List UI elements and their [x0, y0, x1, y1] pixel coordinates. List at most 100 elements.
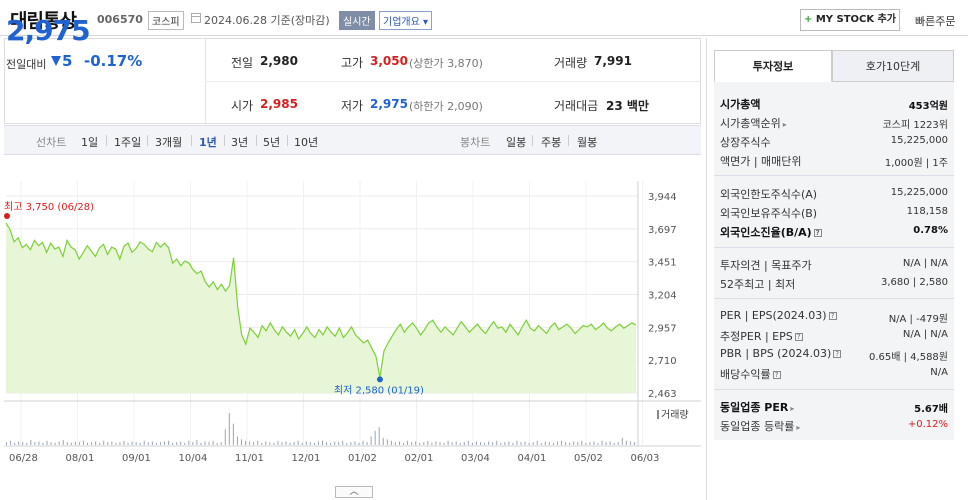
prev-close-value: 2,980 — [260, 54, 298, 68]
volume-bar — [326, 442, 328, 445]
volume-bar — [236, 436, 238, 445]
period-1d[interactable]: 1일 — [81, 136, 99, 149]
volume-bar — [516, 440, 518, 445]
dividend-value: N/A — [930, 367, 948, 378]
candle-weekly[interactable]: 주봉 — [541, 136, 562, 149]
volume-bar — [269, 442, 271, 445]
period-3m[interactable]: 3개월 — [155, 136, 183, 149]
separator — [147, 135, 148, 146]
volume-bar — [366, 442, 368, 445]
x-tick-label: 01/02 — [348, 453, 377, 464]
separator — [224, 135, 225, 146]
volume-bar — [176, 442, 178, 445]
volume-bar — [569, 442, 571, 445]
foreign-ratio-label: 외국인소진율(B/A)? — [720, 224, 822, 240]
my-stock-label: MY STOCK 추가 — [815, 14, 897, 25]
industry-rate-text: 동일업종 등락률 — [720, 420, 795, 433]
volume-bar — [488, 441, 490, 445]
x-tick-label: 08/01 — [66, 453, 95, 464]
volume-bar — [439, 442, 441, 445]
quick-order-link[interactable]: 빠른주문 — [915, 15, 956, 28]
est-per-text: 추정PER | EPS — [720, 330, 793, 343]
period-10y[interactable]: 10년 — [294, 136, 319, 149]
volume-bar — [240, 439, 242, 445]
volume-bar — [552, 442, 554, 445]
volume-bar — [224, 429, 226, 445]
company-overview-button[interactable]: 기업개요 ▾ — [379, 11, 433, 30]
volume-bar — [585, 442, 587, 445]
price-chart[interactable]: 3,944 3,697 3,451 3,204 2,957 2,710 2,463 06/28… — [4, 156, 701, 486]
period-1y[interactable]: 1년 — [199, 136, 217, 149]
volume-bar — [354, 441, 356, 445]
volume-bar — [362, 440, 364, 445]
low-label: 저가 — [341, 99, 364, 113]
volume-bar — [115, 442, 117, 445]
market-cap-label: 시가총액 — [720, 98, 761, 111]
collapse-chevron-up-icon[interactable]: ︿ — [335, 486, 373, 498]
volume-bar — [427, 440, 429, 445]
volume-bar — [597, 442, 599, 445]
plus-icon: + — [803, 14, 813, 25]
volume-bar — [435, 441, 437, 445]
volume-bar — [382, 437, 384, 445]
volume-bar — [451, 442, 453, 445]
volume-bar — [589, 442, 591, 445]
volume-bar — [6, 442, 7, 445]
volume-bar — [415, 441, 417, 445]
line-chart-label: 선차트 — [36, 136, 67, 149]
volume-bar — [330, 442, 332, 445]
volume-bar — [605, 442, 607, 445]
volume-bar — [82, 440, 84, 445]
market-cap-rank-value: 코스피 1223위 — [882, 120, 948, 131]
industry-rate-value: +0.12% — [907, 419, 948, 430]
help-icon[interactable]: ? — [794, 333, 803, 341]
divider — [714, 298, 954, 299]
volume-bar — [390, 440, 392, 445]
period-1w[interactable]: 1주일 — [114, 136, 142, 149]
candle-daily[interactable]: 일봉 — [506, 136, 527, 149]
volume-bar — [508, 441, 510, 445]
candle-monthly[interactable]: 월봉 — [577, 136, 598, 149]
y-tick-label: 2,957 — [648, 323, 677, 334]
x-tick-label: 09/01 — [122, 453, 151, 464]
help-icon[interactable]: ? — [813, 229, 822, 237]
period-5y[interactable]: 5년 — [263, 136, 281, 149]
period-3y[interactable]: 3년 — [231, 136, 249, 149]
realtime-badge[interactable]: 실시간 — [339, 11, 375, 30]
volume-bar — [281, 442, 283, 445]
company-overview-label: 기업개요 — [383, 17, 420, 28]
volume-bar — [504, 442, 506, 445]
opinion-value: N/A | N/A — [902, 258, 948, 269]
volume-bar — [500, 442, 502, 445]
help-icon[interactable]: ? — [833, 350, 842, 358]
volume-bar — [565, 442, 567, 445]
volume-bar — [467, 440, 469, 445]
foreign-ratio-text: 외국인소진율(B/A) — [720, 226, 812, 239]
help-icon[interactable]: ? — [772, 371, 781, 379]
upper-limit: (상한가 3,870) — [409, 57, 483, 70]
help-icon[interactable]: ? — [828, 312, 837, 320]
price-line — [5, 222, 637, 378]
market-cap-rank-label[interactable]: 시가총액순위 ▸ — [720, 115, 787, 131]
volume-bar — [297, 440, 299, 445]
foreign-limit-value: 15,225,000 — [890, 187, 948, 198]
separator — [568, 135, 569, 146]
volume-bar — [317, 441, 319, 445]
listed-shares-label: 상장주식수 — [720, 136, 771, 149]
separator — [532, 135, 533, 146]
chevron-right-icon: ▸ — [790, 404, 795, 413]
volume-bar — [180, 441, 182, 445]
industry-rate-label[interactable]: 동일업종 등락률 ▸ — [720, 418, 800, 434]
change-percent: -0.17% — [84, 52, 143, 70]
volume-bar — [147, 442, 149, 445]
my-stock-add-button[interactable]: + MY STOCK 추가 — [800, 9, 900, 31]
tab-order-book[interactable]: 호가10단계 — [832, 50, 954, 82]
industry-per-label[interactable]: 동일업종 PER ▸ — [720, 399, 794, 415]
volume-bar — [208, 442, 210, 445]
volume-bar — [548, 442, 550, 445]
volume-bar — [119, 442, 121, 445]
tab-invest-info[interactable]: 투자정보 — [714, 50, 832, 82]
volume-bar — [289, 442, 291, 445]
price-area-fill — [6, 223, 636, 393]
volume-bar — [285, 441, 287, 445]
